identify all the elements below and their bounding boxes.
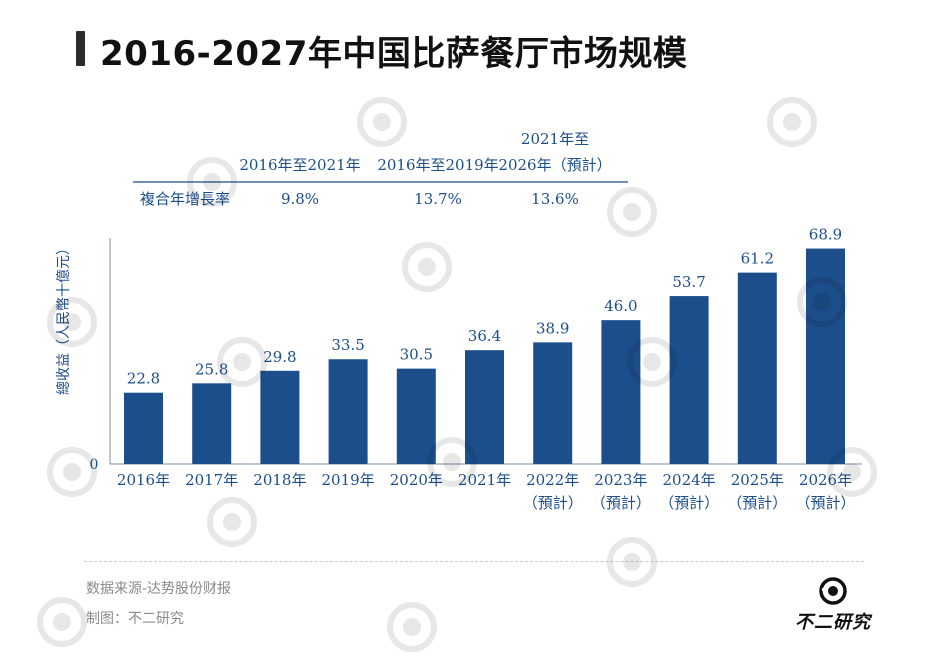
bar-chart: 0 總收益（人民幣十億元） 22.8 2016年 25.8 2017年 29.8 2018年 3… [55,130,862,512]
x-tick-label: 2022年 [526,471,579,489]
x-tick-sublabel: （預計） [727,494,787,512]
bar-value-label: 61.2 [741,250,774,268]
bar [737,272,777,464]
bar [533,342,573,464]
x-tick-label: 2019年 [322,471,375,489]
bar-value-label: 53.7 [672,273,705,291]
brand-logo: 不二研究 [778,576,888,636]
cagr-period-header: 2016年至2021年 [239,156,360,174]
bar-value-label: 46.0 [604,297,637,315]
watermark-icon [30,590,94,654]
x-tick-label: 2017年 [185,471,238,489]
cagr-value: 13.7% [414,190,462,208]
x-tick-sublabel: （預計） [659,494,719,512]
cagr-value: 9.8% [281,190,319,208]
x-tick-label: 2016年 [117,471,170,489]
bar [465,350,504,464]
x-tick-sublabel: （預計） [523,494,583,512]
x-tick-label: 2020年 [390,471,443,489]
cagr-value: 13.6% [531,190,579,208]
x-tick-label: 2024年 [663,471,716,489]
x-tick-sublabel: （預計） [591,494,651,512]
bar-value-label: 30.5 [400,346,433,364]
bar-value-label: 25.8 [195,360,228,378]
logo-icon [819,577,847,605]
logo-text: 不二研究 [795,612,871,633]
bar [124,392,163,464]
bar-value-label: 29.8 [263,348,296,366]
bar [601,320,641,464]
bar [669,296,709,464]
watermark-icon [380,595,444,659]
x-tick-label: 2021年 [458,471,511,489]
chart-title: 2016-2027年中国比萨餐厅市场规模 [100,34,688,74]
x-tick-sublabel: （預計） [795,494,855,512]
chart-maker: 制图：不二研究 [86,611,184,627]
cagr-period-header: 2026年（預計） [498,156,611,174]
bar-value-label: 36.4 [468,327,501,345]
bar-value-label: 33.5 [331,336,364,354]
bar-value-label: 68.9 [809,226,842,244]
bar [192,383,232,464]
y-zero-label: 0 [90,457,99,473]
bar [806,248,845,464]
cagr-period-header: 2021年至 [521,130,589,148]
bar [260,370,300,464]
bar-value-label: 38.9 [536,319,569,337]
data-source: 数据来源-达势股份财报 [86,581,232,597]
x-tick-label: 2018年 [253,471,306,489]
bar [396,368,436,464]
bar-value-label: 22.8 [127,370,160,388]
x-tick-label: 2025年 [731,471,784,489]
y-axis-label: 總收益（人民幣十億元） [55,241,72,395]
x-tick-label: 2026年 [799,471,852,489]
cagr-row-label: 複合年增長率 [140,190,230,208]
footer-divider [84,561,864,562]
cagr-period-header: 2016年至2019年 [377,156,498,174]
x-tick-label: 2023年 [594,471,647,489]
bar [328,359,368,464]
title-accent-bar [76,31,85,66]
